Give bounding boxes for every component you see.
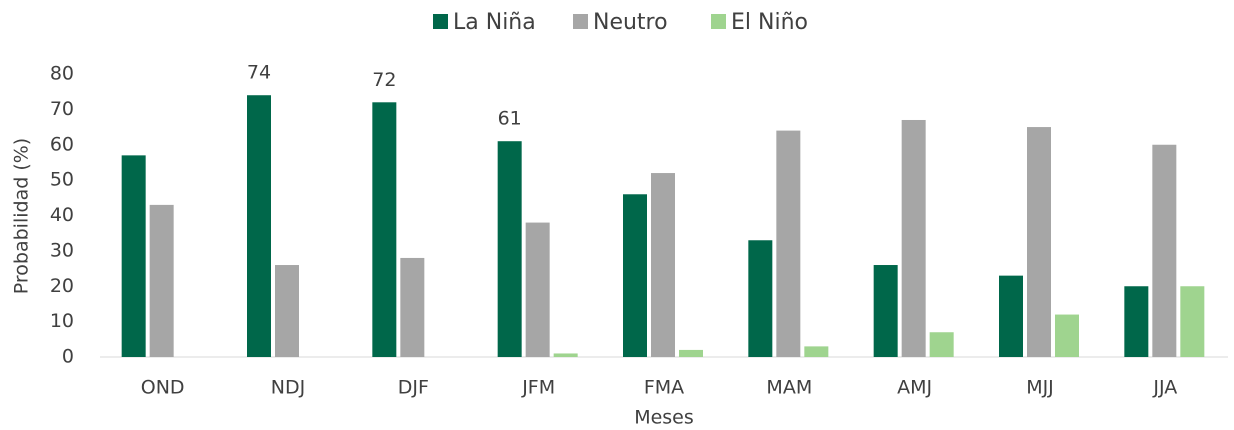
y-tick-label: 70 [50, 98, 74, 120]
x-axis-label: Meses [634, 407, 694, 429]
y-tick-label: 30 [50, 239, 74, 261]
bar [526, 223, 550, 357]
x-tick-label: DJF [398, 377, 429, 399]
bar [776, 131, 800, 357]
bar [554, 353, 578, 357]
bar [930, 332, 954, 357]
x-tick-label: AMJ [897, 377, 932, 399]
legend-swatch [433, 14, 448, 29]
bar [1180, 286, 1204, 357]
legend-label: El Niño [731, 10, 808, 35]
bar [1124, 286, 1148, 357]
legend-label: La Niña [453, 10, 536, 35]
y-tick-label: 60 [50, 133, 74, 155]
y-tick-label: 10 [50, 310, 74, 332]
x-tick-label: MAM [766, 377, 812, 399]
bar [651, 173, 675, 357]
y-tick-label: 40 [50, 204, 74, 226]
legend-swatch [573, 14, 588, 29]
bar [623, 194, 647, 357]
bar [247, 95, 271, 357]
y-tick-label: 20 [50, 275, 74, 297]
legend: La Niña Neutro El Niño [433, 10, 808, 35]
bar [498, 141, 522, 357]
bar [679, 350, 703, 357]
y-axis-label: Probabilidad (%) [11, 138, 33, 294]
x-tick-label: OND [141, 377, 185, 399]
legend-swatch [711, 14, 726, 29]
data-label: 61 [498, 108, 522, 130]
data-label: 72 [372, 69, 396, 91]
bar [804, 346, 828, 357]
bar [275, 265, 299, 357]
bar [1055, 315, 1079, 357]
legend-label: Neutro [593, 10, 668, 35]
y-tick-label: 80 [50, 63, 74, 85]
chart: La Niña Neutro El Niño Probabilidad (%) Me… [0, 0, 1234, 430]
bar [874, 265, 898, 357]
bar [400, 258, 424, 357]
x-tick-label: JJA [1152, 377, 1177, 399]
x-tick-label: JFM [521, 377, 555, 399]
y-tick-label: 50 [50, 169, 74, 191]
bar [902, 120, 926, 357]
bar [122, 155, 146, 357]
bar [999, 276, 1023, 357]
bar [150, 205, 174, 357]
bar [1152, 145, 1176, 357]
data-label: 74 [247, 62, 271, 84]
x-tick-label: MJJ [1026, 377, 1054, 399]
x-tick-label: NDJ [271, 377, 305, 399]
bar [748, 240, 772, 357]
y-tick-label: 0 [62, 346, 74, 368]
bar [1027, 127, 1051, 357]
bar [372, 102, 396, 357]
x-tick-label: FMA [644, 377, 684, 399]
